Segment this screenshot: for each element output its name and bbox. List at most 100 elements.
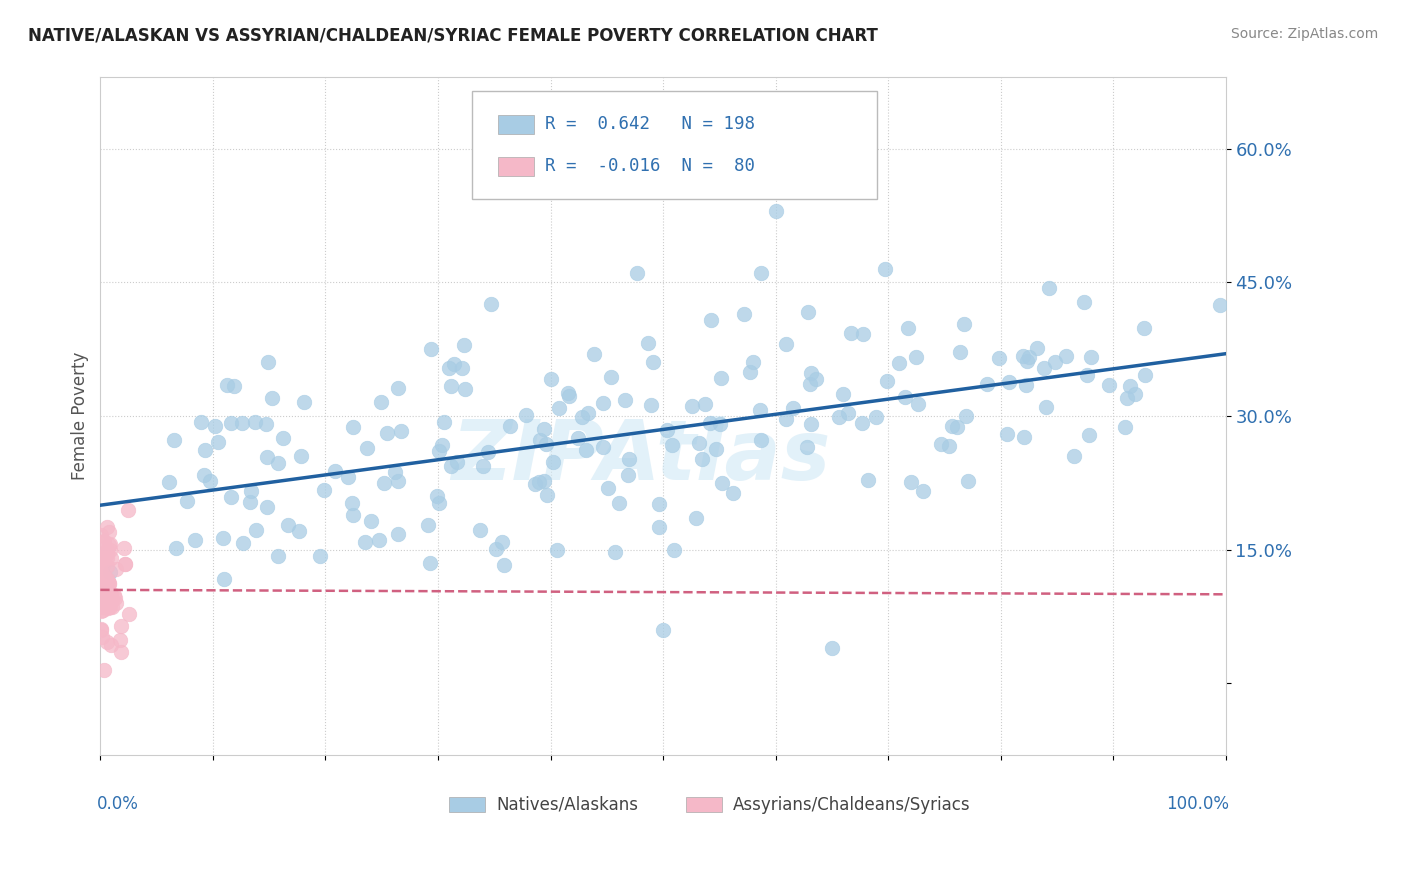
FancyBboxPatch shape [450,797,485,813]
Point [626,266,648,280]
Point [619,451,641,466]
Text: Source: ZipAtlas.com: Source: ZipAtlas.com [1230,27,1378,41]
Point [533,422,555,436]
Point [437,360,460,375]
Point [94,598,117,612]
Point [688,436,710,450]
Point [547,401,569,416]
Point [941,418,963,433]
Point [477,444,499,458]
Point [446,455,468,469]
Point [828,409,851,424]
Point [98,537,121,551]
Point [721,485,744,500]
Point [176,493,198,508]
Point [97,594,120,608]
Point [273,431,295,445]
Point [1026,341,1049,355]
Point [89,591,111,606]
Point [98,542,121,557]
Point [1133,321,1156,335]
Point [96,547,118,561]
Point [515,408,537,422]
Point [800,366,823,380]
Point [98,590,121,604]
Point [988,351,1011,365]
Point [904,351,927,365]
Point [582,347,605,361]
Point [375,425,398,440]
Point [103,588,125,602]
Point [90,588,112,602]
Point [163,433,186,447]
Point [433,415,456,429]
Point [89,587,111,601]
Point [117,502,139,516]
Text: R =  -0.016  N =  80: R = -0.016 N = 80 [546,157,755,175]
Point [90,584,112,599]
Point [839,326,862,340]
Point [536,488,558,502]
Point [592,396,614,410]
Point [613,392,636,407]
Point [929,437,952,451]
Point [104,591,127,605]
Point [114,557,136,571]
Point [775,336,797,351]
Point [96,551,118,566]
Point [104,596,127,610]
Point [575,443,598,458]
Point [451,361,474,376]
Point [1015,377,1038,392]
Point [690,452,713,467]
Point [1063,450,1085,464]
Point [600,370,623,384]
Point [165,541,187,555]
Point [567,431,589,445]
Point [1209,297,1232,311]
Point [90,589,112,603]
Point [98,600,121,615]
Point [710,475,733,490]
Point [524,477,547,491]
Point [94,595,117,609]
Point [245,524,267,538]
Point [90,604,112,618]
Point [852,326,875,341]
Point [443,357,465,371]
Point [1133,368,1156,382]
Point [1033,361,1056,376]
Point [1098,377,1121,392]
Point [699,416,721,430]
Point [1014,430,1036,444]
Point [955,409,977,423]
Point [239,495,262,509]
Point [97,574,120,589]
Point [101,599,124,614]
Point [894,390,917,404]
Point [1054,349,1077,363]
Point [108,632,131,647]
Point [342,419,364,434]
Point [217,377,239,392]
Point [98,588,121,602]
Point [356,442,378,456]
Point [93,586,115,600]
Point [207,434,229,449]
Point [100,551,122,566]
Point [110,619,132,633]
Point [98,577,121,591]
Point [257,354,280,368]
Point [97,577,120,591]
Point [193,467,215,482]
Point [479,297,502,311]
Point [91,631,114,645]
Point [91,535,114,549]
Point [370,395,392,409]
Point [454,382,477,396]
Point [221,416,243,430]
Point [1038,281,1060,295]
Point [607,496,630,510]
Point [484,541,506,556]
Point [733,307,755,321]
